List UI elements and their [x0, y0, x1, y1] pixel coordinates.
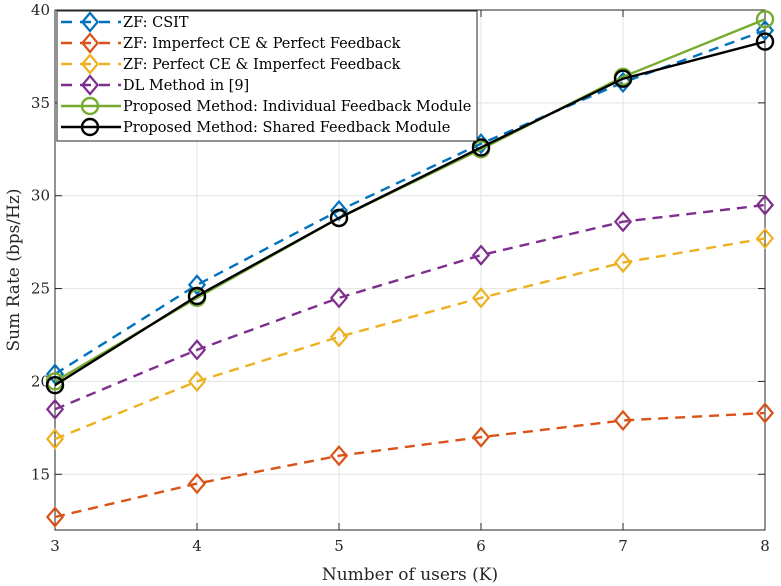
- y-tick-label: 20: [31, 372, 50, 390]
- legend-marker: [80, 117, 100, 137]
- series-line: [54, 237, 766, 441]
- x-tick-label: 7: [618, 537, 628, 555]
- legend-entry: ZF: Imperfect CE & Perfect Feedback: [123, 36, 401, 52]
- data-point: [613, 251, 633, 274]
- data-point: [471, 426, 491, 448]
- legend-marker: [80, 96, 100, 116]
- data-point: [329, 199, 349, 222]
- data-point: [755, 194, 775, 216]
- data-point: [329, 326, 349, 348]
- x-tick-label: 5: [334, 537, 344, 555]
- legend-entry: Proposed Method: Shared Feedback Module: [123, 120, 450, 136]
- data-point: [187, 339, 207, 361]
- x-axis-label: Number of users (K): [322, 565, 498, 585]
- series-line: [54, 40, 766, 387]
- data-point: [329, 208, 349, 228]
- series-line: [54, 203, 766, 411]
- series-2: [45, 227, 775, 450]
- legend-entry: DL Method in [9]: [123, 78, 249, 94]
- data-point: [755, 32, 775, 51]
- x-tick-label: 4: [192, 537, 202, 555]
- series-3: [45, 194, 775, 420]
- y-tick-label: 40: [31, 1, 50, 19]
- series-group: [45, 10, 775, 528]
- data-point: [45, 363, 65, 385]
- y-tick-label: 30: [31, 187, 50, 205]
- data-point: [755, 402, 775, 424]
- data-point: [755, 19, 775, 42]
- y-axis-label: Sum Rate (bps/Hz): [4, 188, 24, 351]
- legend-marker: [80, 74, 100, 96]
- data-point: [471, 138, 491, 157]
- legend-box: [56, 10, 478, 142]
- y-tick-label: 15: [31, 465, 50, 483]
- data-point: [613, 69, 633, 88]
- axes: [54, 9, 766, 531]
- data-point: [187, 472, 207, 495]
- legend-entry: Proposed Method: Individual Feedback Mod…: [123, 99, 471, 115]
- x-tick-label: 6: [476, 537, 486, 555]
- legend-entry: ZF: Perfect CE & Imperfect Feedback: [123, 57, 401, 73]
- data-point: [613, 211, 633, 233]
- series-1: [45, 402, 775, 528]
- data-point: [45, 428, 65, 450]
- y-tick-label: 35: [31, 94, 50, 112]
- data-point: [45, 398, 65, 420]
- legend-marker: [80, 11, 100, 33]
- legend-marker: [80, 53, 100, 75]
- series-line: [54, 411, 766, 519]
- data-point: [45, 375, 65, 395]
- legend: ZF: CSIT ZF: Imperfect CE & Perfect Feedb…: [56, 10, 478, 142]
- data-point: [613, 409, 633, 432]
- x-tick-label: 3: [50, 537, 60, 555]
- data-point: [187, 274, 207, 296]
- legend-entry: ZF: CSIT: [123, 15, 189, 31]
- data-point: [45, 506, 65, 528]
- series-5: [45, 32, 775, 395]
- data-point: [187, 370, 207, 393]
- data-point: [329, 445, 349, 467]
- data-point: [471, 287, 491, 309]
- data-point: [471, 244, 491, 266]
- y-tick-label: 25: [31, 280, 50, 298]
- data-point: [187, 286, 207, 306]
- x-tick-label: 8: [760, 537, 770, 555]
- data-point: [329, 287, 349, 309]
- data-point: [755, 227, 775, 250]
- axes-box: [54, 9, 766, 531]
- legend-marker: [80, 32, 100, 54]
- data-point: [755, 10, 775, 29]
- y-ticks: 15 20 25 30 35 40: [31, 1, 765, 483]
